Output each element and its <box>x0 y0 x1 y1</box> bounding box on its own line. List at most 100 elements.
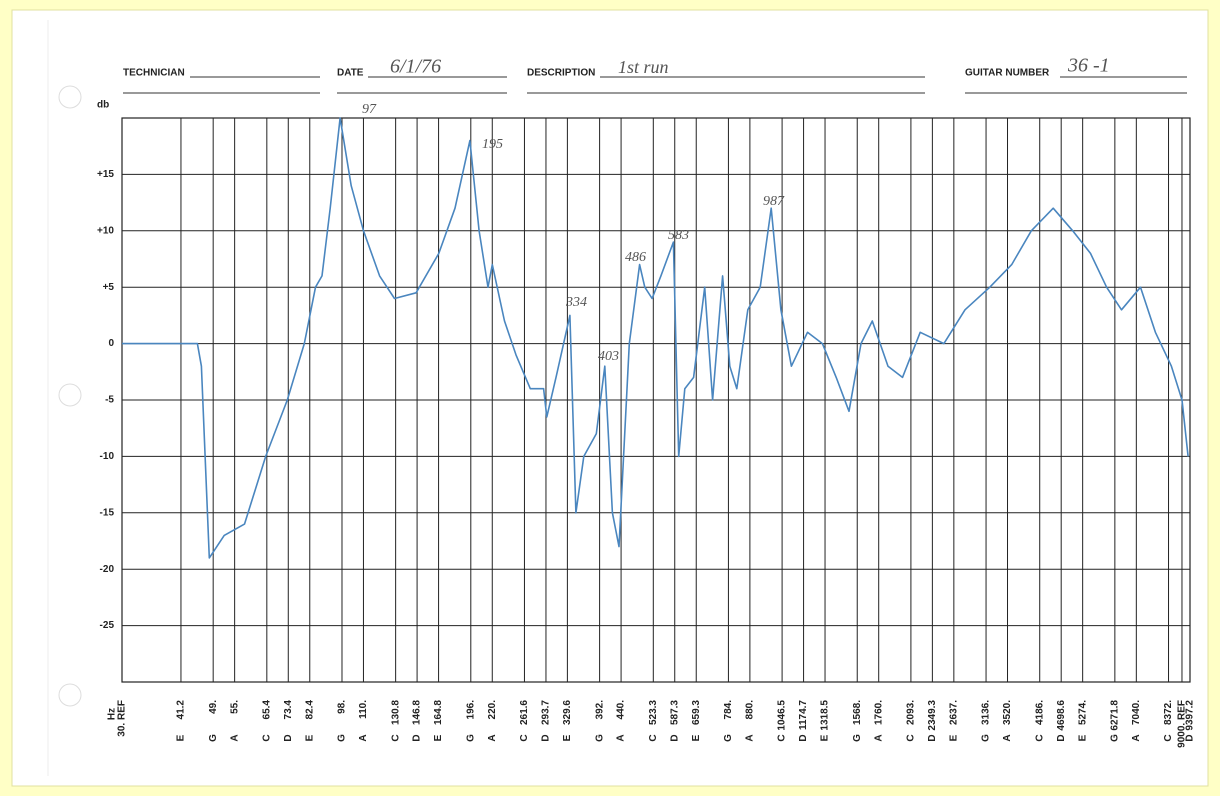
date-label: DATE <box>337 68 364 79</box>
x-tick-label: 30. REF <box>117 700 128 737</box>
x-tick-label: 1568. <box>852 700 863 725</box>
note-label: A <box>1131 734 1142 741</box>
x-tick-label: 784. <box>723 700 734 720</box>
annotation: 486 <box>625 250 646 265</box>
y-axis-label: db <box>97 100 109 111</box>
note-label: C <box>648 734 659 741</box>
note-label: A <box>487 734 498 741</box>
x-tick-label: 82.4 <box>304 700 315 720</box>
annotation: 403 <box>598 349 619 364</box>
x-tick-label: 9000. REF <box>1177 700 1188 748</box>
note-label: E <box>433 734 444 741</box>
note-label: G <box>594 734 605 742</box>
note-label: A <box>358 734 369 741</box>
y-tick-label: -10 <box>100 451 115 462</box>
y-tick-label: +15 <box>97 169 114 180</box>
paper <box>11 9 1209 787</box>
annotation: 987 <box>763 194 785 209</box>
note-label: A <box>873 734 884 741</box>
note-label: C <box>777 734 788 741</box>
y-tick-label: 0 <box>108 338 114 349</box>
y-tick-label: +5 <box>103 282 115 293</box>
note-label: C <box>390 734 401 741</box>
note-label: A <box>229 734 240 741</box>
x-tick-label: 587.3 <box>669 700 680 725</box>
x-tick-label: 2349.3 <box>927 700 938 731</box>
x-tick-label: 440. <box>616 700 627 720</box>
note-label: G <box>208 734 219 742</box>
x-tick-label: 523.3 <box>648 700 659 725</box>
punch-hole <box>58 85 82 109</box>
note-label: D <box>412 734 423 741</box>
response-curve <box>122 117 1189 559</box>
x-tick-label: 5274. <box>1077 700 1088 725</box>
x-tick-label: 1174.7 <box>798 700 809 730</box>
x-tick-label: 293.7 <box>541 700 552 725</box>
note-label: A <box>616 734 627 741</box>
x-tick-label: 7040. <box>1131 700 1142 725</box>
y-tick-label: -15 <box>100 507 115 518</box>
note-label: C <box>261 734 272 741</box>
x-tick-label: 880. <box>745 700 756 720</box>
x-tick-label: 329.6 <box>562 700 573 725</box>
note-label: E <box>562 734 573 741</box>
x-tick-label: 9397.2 <box>1185 700 1196 731</box>
note-label: A <box>1002 734 1013 741</box>
x-tick-label: 220. <box>487 700 498 720</box>
x-tick-label: 4698.6 <box>1056 700 1067 731</box>
x-tick-label: 65.4 <box>261 700 272 720</box>
note-label: D <box>1056 734 1067 741</box>
note-label: C <box>519 734 530 741</box>
note-label: D <box>798 734 809 741</box>
note-label: C <box>1034 734 1045 741</box>
x-tick-label: 261.6 <box>519 700 530 725</box>
x-tick-label: 164.8 <box>433 700 444 725</box>
note-label: G <box>852 734 863 742</box>
note-label: G <box>981 734 992 742</box>
x-tick-label: 8372. <box>1163 700 1174 725</box>
note-label: G <box>723 734 734 742</box>
note-label: E <box>176 734 187 741</box>
note-label: G <box>465 734 476 742</box>
annotation: 583 <box>668 228 689 243</box>
note-label: E <box>691 734 702 741</box>
x-tick-label: 196. <box>465 700 476 720</box>
x-tick-label: 49. <box>208 700 219 714</box>
x-tick-label: 2093. <box>906 700 917 725</box>
note-label: C <box>1163 734 1174 741</box>
x-tick-label: 146.8 <box>412 700 423 725</box>
note-label: D <box>541 734 552 741</box>
punch-hole <box>58 683 82 707</box>
description-value: 1st run <box>618 57 669 77</box>
note-label: E <box>948 734 959 741</box>
x-tick-label: 1046.5 <box>777 700 788 731</box>
note-label: E <box>304 734 315 741</box>
guitar-number-value: 36 -1 <box>1067 55 1110 77</box>
note-label: E <box>820 734 831 741</box>
x-tick-label: 659.3 <box>691 700 702 725</box>
x-tick-label: 110. <box>358 700 369 719</box>
y-tick-label: +10 <box>97 225 114 236</box>
x-tick-label: 130.8 <box>390 700 401 725</box>
y-tick-label: -5 <box>105 395 114 406</box>
x-tick-label: 4186. <box>1034 700 1045 725</box>
x-tick-label: 2637. <box>948 700 959 725</box>
date-value: 6/1/76 <box>390 56 441 78</box>
y-tick-label: -20 <box>100 564 115 575</box>
note-label: G <box>1109 734 1120 742</box>
x-tick-label: 3520. <box>1002 700 1013 725</box>
note-label: D <box>927 734 938 741</box>
note-label: G <box>337 734 348 742</box>
x-tick-label: 73.4 <box>283 700 294 720</box>
note-label: A <box>745 734 756 741</box>
x-tick-label: 6271.8 <box>1109 700 1120 731</box>
x-tick-label: 392. <box>594 700 605 720</box>
description-label: DESCRIPTION <box>527 68 595 79</box>
x-tick-label: 1760. <box>873 700 884 725</box>
y-tick-label: -25 <box>100 620 115 631</box>
note-label: D <box>283 734 294 741</box>
x-tick-label: 1318.5 <box>820 700 831 731</box>
x-axis-label: Hz <box>107 708 118 720</box>
note-label: D <box>669 734 680 741</box>
